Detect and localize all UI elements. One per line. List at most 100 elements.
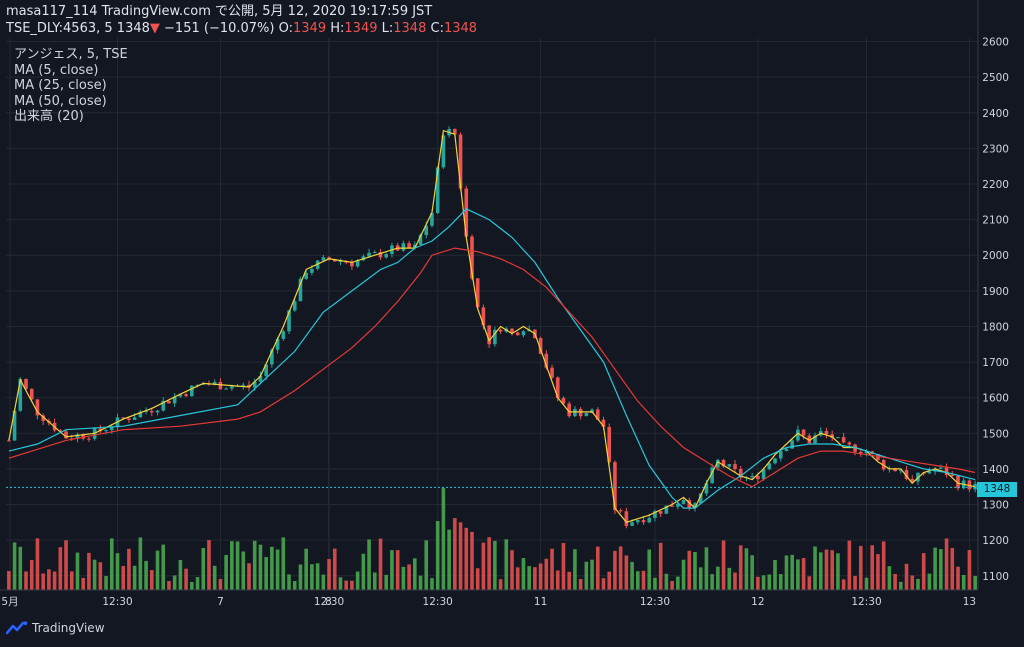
volume-bar bbox=[961, 574, 966, 590]
candle-body bbox=[653, 511, 657, 518]
volume-bar bbox=[716, 566, 720, 590]
footer-brand[interactable]: TradingView bbox=[6, 621, 105, 635]
candle-body bbox=[87, 438, 91, 440]
volume-bar bbox=[344, 580, 348, 590]
candle-body bbox=[927, 471, 932, 474]
volume-bar bbox=[824, 549, 829, 590]
legend-ma50[interactable]: MA (50, close) bbox=[14, 93, 107, 109]
ma25-line bbox=[8, 208, 976, 509]
candle-body bbox=[767, 463, 772, 470]
candle-body bbox=[727, 464, 732, 467]
volume-bar bbox=[138, 537, 143, 590]
candle-body bbox=[247, 384, 251, 388]
candle-body bbox=[24, 378, 28, 389]
candle-body bbox=[676, 503, 680, 507]
tradingview-logo-icon bbox=[6, 621, 28, 635]
volume-bar bbox=[418, 575, 423, 590]
candle-body bbox=[75, 434, 80, 439]
candle-body bbox=[493, 329, 497, 345]
volume-bar bbox=[258, 544, 263, 590]
open-label: O: bbox=[278, 21, 294, 36]
volume-bar bbox=[944, 538, 949, 590]
indicator-legend[interactable]: アンジェス, 5, TSE MA (5, close) MA (25, clos… bbox=[14, 47, 128, 125]
candle-body bbox=[350, 262, 354, 267]
volume-bar bbox=[658, 542, 663, 590]
volume-bar bbox=[390, 550, 394, 590]
candle-body bbox=[453, 129, 457, 135]
candle-body bbox=[98, 428, 103, 432]
y-tick-label: 1300 bbox=[982, 500, 1009, 512]
volume-bar bbox=[538, 563, 543, 590]
volume-bar bbox=[687, 550, 692, 590]
volume-bar bbox=[464, 527, 469, 590]
y-tick-label: 1400 bbox=[982, 464, 1009, 476]
legend-symbol[interactable]: アンジェス, 5, TSE bbox=[14, 47, 128, 62]
candle-body bbox=[841, 437, 846, 443]
volume-bar bbox=[161, 544, 166, 590]
legend-ma5[interactable]: MA (5, close) bbox=[14, 62, 99, 78]
candle-body bbox=[327, 257, 331, 259]
legend-volume[interactable]: 出来高 (20) bbox=[14, 109, 84, 124]
y-tick-label: 2200 bbox=[982, 179, 1009, 191]
candle-body bbox=[733, 464, 737, 469]
volume-bar bbox=[475, 568, 480, 590]
volume-bar bbox=[784, 555, 789, 590]
volume-bar bbox=[493, 540, 497, 590]
volume-bar bbox=[498, 579, 503, 590]
volume-bar bbox=[372, 572, 377, 590]
x-tick-label: 12:30 bbox=[314, 596, 344, 608]
candle-body bbox=[401, 243, 406, 251]
candle-body bbox=[555, 377, 560, 399]
volume-bar bbox=[190, 581, 194, 590]
volume-bar bbox=[510, 550, 514, 590]
candle-body bbox=[893, 468, 897, 472]
candle-body bbox=[693, 503, 697, 508]
volume-bar bbox=[870, 545, 875, 590]
volume-bar bbox=[470, 531, 474, 590]
volume-bar bbox=[876, 554, 880, 590]
candle-body bbox=[287, 310, 291, 332]
candle-body bbox=[281, 331, 286, 339]
volume-bar bbox=[527, 566, 531, 590]
volume-bar bbox=[756, 576, 760, 590]
candle-body bbox=[258, 375, 263, 382]
last-price: 1348 bbox=[116, 21, 150, 36]
candle-body bbox=[184, 394, 188, 397]
candle-body bbox=[304, 272, 308, 279]
high-label: H: bbox=[330, 21, 345, 36]
candle-body bbox=[750, 476, 754, 478]
ohlc-bar: TSE_DLY:4563, 5 1348▼ −151 (−10.07%) O:1… bbox=[6, 21, 477, 37]
candle-body bbox=[418, 235, 423, 245]
volume-bar bbox=[230, 541, 234, 590]
volume-bar bbox=[899, 581, 903, 590]
candle-body bbox=[321, 257, 326, 261]
candle-body bbox=[230, 386, 234, 389]
volume-bar bbox=[533, 567, 537, 590]
candle-body bbox=[121, 417, 126, 419]
volume-bar bbox=[252, 540, 257, 590]
y-tick-label: 2000 bbox=[982, 250, 1009, 262]
y-tick-label: 2100 bbox=[982, 215, 1009, 227]
candle-body bbox=[584, 413, 589, 417]
volume-bar bbox=[292, 581, 297, 590]
moving-averages bbox=[8, 129, 976, 523]
volume-bar bbox=[933, 547, 937, 590]
volume-bar bbox=[578, 578, 583, 590]
volume-bars bbox=[7, 488, 977, 590]
candle-body bbox=[853, 444, 857, 452]
candle-body bbox=[104, 430, 108, 432]
legend-ma25[interactable]: MA (25, close) bbox=[14, 78, 107, 93]
candle-body bbox=[510, 328, 514, 333]
volume-bar bbox=[327, 559, 331, 590]
x-tick-label: 12:30 bbox=[640, 596, 670, 608]
volume-bar bbox=[738, 545, 743, 590]
volume-bar bbox=[355, 571, 360, 590]
volume-bar bbox=[973, 575, 977, 590]
candle-body bbox=[201, 383, 206, 385]
volume-bar bbox=[681, 559, 686, 590]
volume-bar bbox=[790, 554, 794, 590]
volume-bar bbox=[630, 561, 634, 590]
volume-bar bbox=[361, 553, 366, 590]
